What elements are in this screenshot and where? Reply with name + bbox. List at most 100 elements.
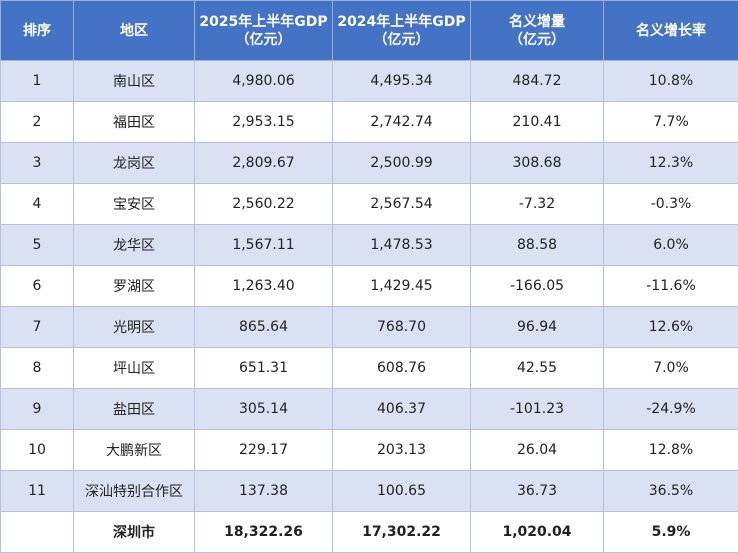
header-unit: （亿元）: [335, 31, 468, 49]
gdp-2025-cell: 1,567.11: [195, 225, 333, 266]
header-row: 排序 地区 2025年上半年GDP（亿元） 2024年上半年GDP（亿元） 名义…: [1, 1, 738, 61]
growth-rate-cell: 10.8%: [604, 61, 738, 102]
header-cell-rank: 排序: [1, 1, 74, 61]
rank-cell: 9: [1, 389, 74, 430]
growth-rate-cell: 12.3%: [604, 143, 738, 184]
region-cell: 宝安区: [74, 184, 195, 225]
gdp-2024-cell: 203.13: [333, 430, 471, 471]
region-cell: 光明区: [74, 307, 195, 348]
growth-rate-cell: 7.7%: [604, 102, 738, 143]
region-cell: 福田区: [74, 102, 195, 143]
region-cell: 南山区: [74, 61, 195, 102]
rank-cell: 8: [1, 348, 74, 389]
header-unit: （亿元）: [197, 31, 330, 49]
header-text: 名义增长率: [606, 22, 736, 40]
gdp-2024-cell: 2,500.99: [333, 143, 471, 184]
increment-cell: 42.55: [471, 348, 604, 389]
total-cell: [1, 512, 74, 553]
rank-cell: 3: [1, 143, 74, 184]
gdp-2025-cell: 305.14: [195, 389, 333, 430]
gdp-2024-cell: 1,429.45: [333, 266, 471, 307]
total-growth-rate: 5.9%: [604, 512, 738, 553]
growth-rate-cell: 12.8%: [604, 430, 738, 471]
rank-cell: 6: [1, 266, 74, 307]
region-cell: 坪山区: [74, 348, 195, 389]
gdp-2025-cell: 2,953.15: [195, 102, 333, 143]
header-unit: （亿元）: [473, 31, 601, 49]
increment-cell: 96.94: [471, 307, 604, 348]
header-text: 2024年上半年GDP: [335, 13, 468, 31]
growth-rate-cell: 36.5%: [604, 471, 738, 512]
header-cell-growth-rate: 名义增长率: [604, 1, 738, 61]
rank-cell: 2: [1, 102, 74, 143]
gdp-2025-cell: 865.64: [195, 307, 333, 348]
rank-cell: 5: [1, 225, 74, 266]
increment-cell: 210.41: [471, 102, 604, 143]
region-cell: 大鹏新区: [74, 430, 195, 471]
total-gdp-2024: 17,302.22: [333, 512, 471, 553]
total-region: 深圳市: [74, 512, 195, 553]
gdp-2024-cell: 406.37: [333, 389, 471, 430]
region-cell: 罗湖区: [74, 266, 195, 307]
increment-cell: 36.73: [471, 471, 604, 512]
total-row: 深圳市 18,322.26 17,302.22 1,020.04 5.9%: [1, 512, 738, 553]
increment-cell: 26.04: [471, 430, 604, 471]
header-cell-gdp-2024: 2024年上半年GDP（亿元）: [333, 1, 471, 61]
growth-rate-cell: 7.0%: [604, 348, 738, 389]
region-cell: 龙华区: [74, 225, 195, 266]
growth-rate-cell: -0.3%: [604, 184, 738, 225]
increment-cell: 308.68: [471, 143, 604, 184]
region-cell: 盐田区: [74, 389, 195, 430]
gdp-2024-cell: 608.76: [333, 348, 471, 389]
total-gdp-2025: 18,322.26: [195, 512, 333, 553]
rank-cell: 1: [1, 61, 74, 102]
growth-rate-cell: -11.6%: [604, 266, 738, 307]
header-text: 名义增量: [473, 13, 601, 31]
header-cell-gdp-2025: 2025年上半年GDP（亿元）: [195, 1, 333, 61]
increment-cell: -166.05: [471, 266, 604, 307]
gdp-2025-cell: 2,560.22: [195, 184, 333, 225]
gdp-2025-cell: 4,980.06: [195, 61, 333, 102]
region-cell: 龙岗区: [74, 143, 195, 184]
gdp-2024-cell: 4,495.34: [333, 61, 471, 102]
gdp-2024-cell: 100.65: [333, 471, 471, 512]
rank-cell: 4: [1, 184, 74, 225]
header-cell-region: 地区: [74, 1, 195, 61]
growth-rate-cell: 6.0%: [604, 225, 738, 266]
total-increment: 1,020.04: [471, 512, 604, 553]
gdp-2024-cell: 2,567.54: [333, 184, 471, 225]
header-text: 2025年上半年GDP: [197, 13, 330, 31]
rank-cell: 10: [1, 430, 74, 471]
gdp-2024-cell: 1,478.53: [333, 225, 471, 266]
gdp-2025-cell: 2,809.67: [195, 143, 333, 184]
gdp-2025-cell: 229.17: [195, 430, 333, 471]
increment-cell: -7.32: [471, 184, 604, 225]
gdp-2025-cell: 651.31: [195, 348, 333, 389]
increment-cell: -101.23: [471, 389, 604, 430]
gdp-2024-cell: 768.70: [333, 307, 471, 348]
region-cell: 深汕特别合作区: [74, 471, 195, 512]
header-text: 地区: [76, 22, 192, 40]
gdp-2025-cell: 137.38: [195, 471, 333, 512]
header-text: 排序: [3, 22, 71, 40]
header-cell-increment: 名义增量（亿元）: [471, 1, 604, 61]
rank-cell: 7: [1, 307, 74, 348]
gdp-2024-cell: 2,742.74: [333, 102, 471, 143]
growth-rate-cell: -24.9%: [604, 389, 738, 430]
growth-rate-cell: 12.6%: [604, 307, 738, 348]
gdp-2025-cell: 1,263.40: [195, 266, 333, 307]
rank-cell: 11: [1, 471, 74, 512]
